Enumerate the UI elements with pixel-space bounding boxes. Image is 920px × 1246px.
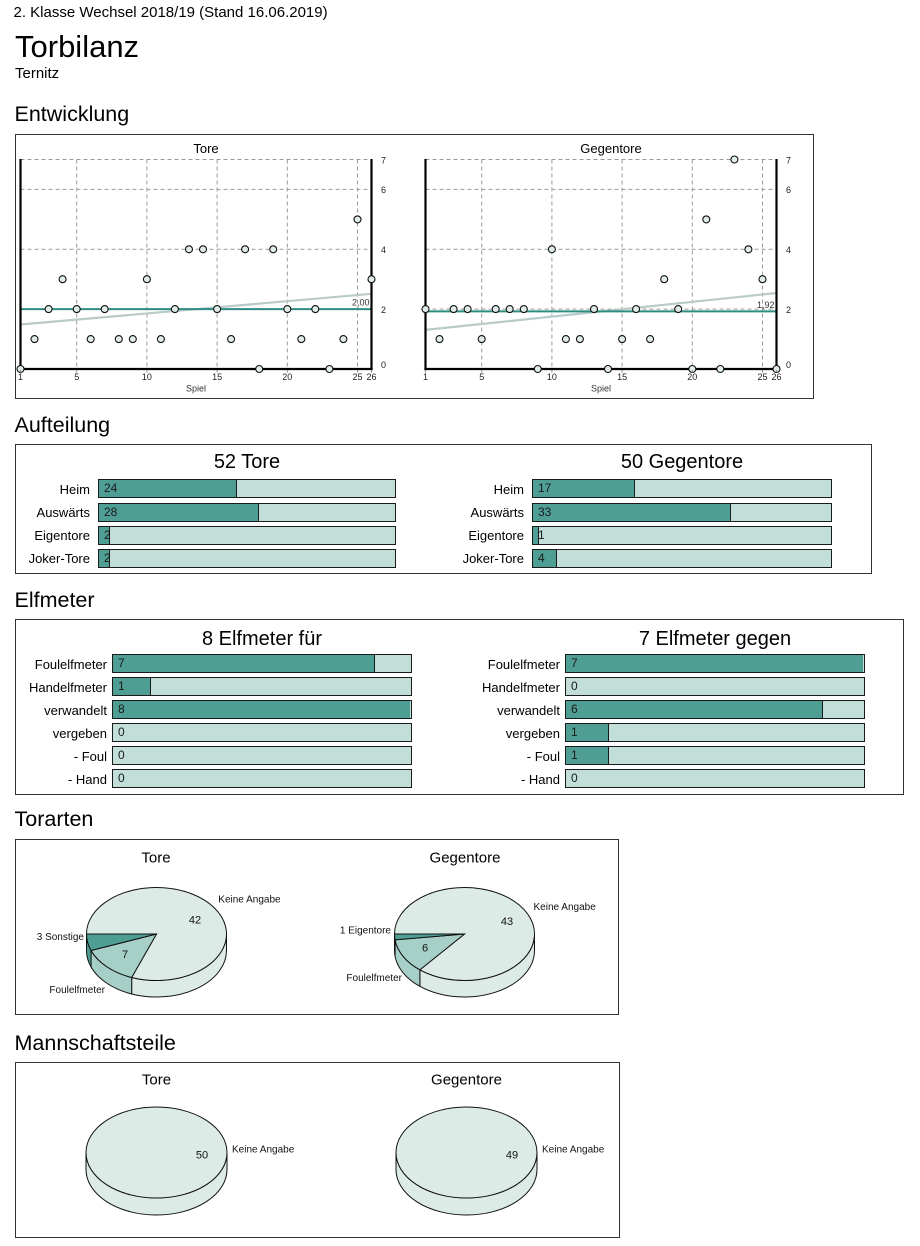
- svg-text:4: 4: [381, 245, 386, 255]
- svg-text:15: 15: [212, 372, 222, 382]
- svg-text:Spiel: Spiel: [186, 384, 206, 394]
- svg-text:Foulelfmeter: Foulelfmeter: [49, 985, 105, 996]
- svg-text:5: 5: [74, 372, 79, 382]
- svg-text:2: 2: [381, 305, 386, 315]
- svg-text:49: 49: [506, 1150, 518, 1162]
- svg-text:Keine Angabe: Keine Angabe: [542, 1145, 605, 1156]
- svg-text:6: 6: [786, 185, 791, 195]
- svg-text:2: 2: [786, 305, 791, 315]
- svg-text:50: 50: [196, 1150, 208, 1162]
- svg-text:Keine Angabe: Keine Angabe: [534, 902, 597, 913]
- svg-text:Tore: Tore: [142, 1071, 171, 1088]
- svg-text:Gegentore: Gegentore: [431, 1071, 502, 1088]
- svg-text:Tore: Tore: [141, 849, 170, 866]
- svg-text:7: 7: [122, 949, 128, 961]
- svg-text:1,92: 1,92: [757, 300, 775, 310]
- svg-text:10: 10: [547, 372, 557, 382]
- svg-text:6: 6: [422, 943, 428, 955]
- svg-text:25: 25: [757, 372, 767, 382]
- svg-text:7: 7: [786, 155, 791, 165]
- svg-text:Keine Angabe: Keine Angabe: [232, 1145, 295, 1156]
- svg-text:0: 0: [381, 360, 386, 370]
- svg-text:0: 0: [786, 360, 791, 370]
- svg-text:Gegentore: Gegentore: [430, 849, 501, 866]
- svg-text:Keine Angabe: Keine Angabe: [218, 895, 281, 906]
- svg-text:20: 20: [687, 372, 697, 382]
- svg-text:43: 43: [501, 916, 513, 928]
- svg-text:1: 1: [18, 372, 23, 382]
- svg-text:26: 26: [771, 372, 781, 382]
- svg-text:26: 26: [366, 372, 376, 382]
- svg-text:3 Sonstige: 3 Sonstige: [37, 932, 85, 943]
- svg-text:7: 7: [381, 155, 386, 165]
- svg-text:42: 42: [189, 915, 201, 927]
- svg-text:Spiel: Spiel: [591, 384, 611, 394]
- svg-text:15: 15: [617, 372, 627, 382]
- svg-text:Foulelfmeter: Foulelfmeter: [346, 973, 402, 984]
- svg-text:5: 5: [479, 372, 484, 382]
- svg-text:10: 10: [142, 372, 152, 382]
- svg-text:4: 4: [786, 245, 791, 255]
- svg-text:2,00: 2,00: [352, 298, 370, 308]
- svg-text:6: 6: [381, 185, 386, 195]
- svg-text:25: 25: [352, 372, 362, 382]
- svg-text:Gegentore: Gegentore: [580, 141, 641, 156]
- svg-text:Tore: Tore: [193, 141, 218, 156]
- svg-text:20: 20: [282, 372, 292, 382]
- svg-text:1 Eigentore: 1 Eigentore: [340, 926, 392, 937]
- svg-text:1: 1: [423, 372, 428, 382]
